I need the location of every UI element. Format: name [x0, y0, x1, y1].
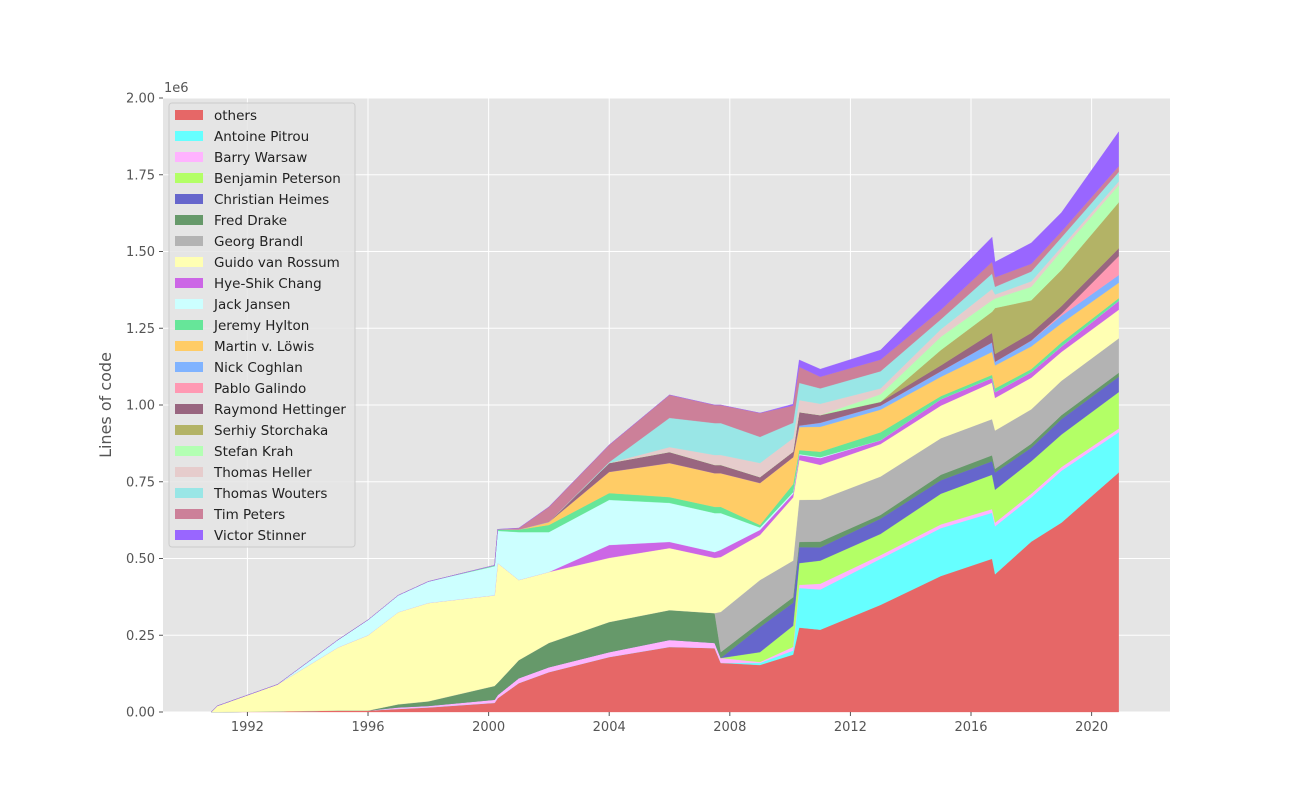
y-tick-label: 0.50 [126, 552, 155, 567]
legend-label: Stefan Krah [214, 444, 293, 460]
legend-entry: Nick Coghlan [175, 360, 303, 376]
legend-entry: Stefan Krah [175, 444, 293, 460]
legend-entry: Antoine Pitrou [175, 129, 309, 145]
y-tick-label: 1.25 [126, 322, 155, 337]
legend-label: Christian Heimes [214, 192, 329, 208]
legend-swatch [175, 446, 203, 456]
legend-swatch [175, 152, 203, 162]
legend-label: Nick Coghlan [214, 360, 303, 376]
x-axis: 1992 1996 2000 2004 2008 2012 2016 2020 [231, 712, 1108, 735]
legend-swatch [175, 383, 203, 393]
legend-label: Georg Brandl [214, 234, 303, 250]
area-victor-stinner [211, 131, 1119, 713]
y-tick-label: 1.00 [126, 399, 155, 414]
legend-swatch [175, 110, 203, 120]
y-tick-label: 1.75 [126, 168, 155, 183]
legend-label: Martin v. Löwis [214, 339, 314, 355]
legend-label: Tim Peters [213, 507, 285, 523]
legend-entry: Jeremy Hylton [175, 318, 309, 334]
legend-swatch [175, 131, 203, 141]
legend-box [168, 102, 356, 548]
legend-swatch [175, 173, 203, 183]
legend-label: Jack Jansen [213, 297, 291, 313]
y-axis: 0.00 0.25 0.50 0.75 1.00 1.25 1.50 1.75 2.00 [126, 92, 163, 721]
legend-entry: Victor Stinner [175, 528, 307, 544]
legend-swatch [175, 404, 203, 414]
legend-entry: Benjamin Peterson [175, 171, 341, 187]
legend-entry: Hye-Shik Chang [175, 276, 322, 292]
x-tick-label: 2000 [472, 720, 505, 735]
legend-label: Pablo Galindo [214, 381, 306, 397]
x-tick-label: 2020 [1075, 720, 1108, 735]
legend-label: Jeremy Hylton [213, 318, 309, 334]
legend-swatch [175, 362, 203, 372]
y-tick-label: 2.00 [126, 92, 155, 107]
legend-label: Victor Stinner [214, 528, 307, 544]
legend-swatch [175, 425, 203, 435]
legend-entry: Fred Drake [175, 213, 287, 229]
legend-entry: Thomas Wouters [175, 486, 327, 502]
legend-entry: Guido van Rossum [175, 255, 340, 271]
y-axis-label: Lines of code [96, 352, 115, 458]
legend-label: Benjamin Peterson [214, 171, 341, 187]
x-tick-label: 1992 [231, 720, 264, 735]
legend-swatch [175, 257, 203, 267]
legend-swatch [175, 530, 203, 540]
legend-swatch [175, 215, 203, 225]
legend-entry: Martin v. Löwis [175, 339, 314, 355]
legend-entry: Georg Brandl [175, 234, 303, 250]
legend-label: Fred Drake [214, 213, 287, 229]
legend-swatch [175, 341, 203, 351]
x-tick-label: 2016 [954, 720, 987, 735]
y-tick-label: 0.25 [126, 629, 155, 644]
legend-label: Raymond Hettinger [214, 402, 346, 418]
y-tick-label: 0.00 [126, 706, 155, 721]
legend-label: Antoine Pitrou [214, 129, 309, 145]
legend-swatch [175, 509, 203, 519]
y-tick-label: 0.75 [126, 475, 155, 490]
x-tick-label: 2004 [593, 720, 626, 735]
legend-entry: others [175, 108, 257, 124]
area-series [210, 131, 1119, 713]
legend-entry: Serhiy Storchaka [175, 423, 328, 439]
legend-swatch [175, 320, 203, 330]
y-tick-label: 1.50 [126, 245, 155, 260]
legend-entry: Jack Jansen [175, 297, 291, 313]
x-tick-label: 1996 [351, 720, 384, 735]
x-tick-label: 2012 [834, 720, 867, 735]
legend-label: Guido van Rossum [214, 255, 340, 271]
legend-swatch [175, 278, 203, 288]
legend-label: Hye-Shik Chang [214, 276, 322, 292]
legend-entry: Raymond Hettinger [175, 402, 346, 418]
legend-label: others [214, 108, 257, 124]
legend-entry: Barry Warsaw [175, 150, 307, 166]
legend-entry: Tim Peters [175, 507, 285, 523]
legend-label: Thomas Wouters [213, 486, 327, 502]
legend-swatch [175, 467, 203, 477]
legend-entry: Pablo Galindo [175, 381, 306, 397]
legend-entry: Christian Heimes [175, 192, 329, 208]
legend-entry: Thomas Heller [175, 465, 312, 481]
legend-label: Thomas Heller [213, 465, 312, 481]
legend-label: Serhiy Storchaka [214, 423, 328, 439]
y-offset-label: 1e6 [164, 81, 189, 96]
legend-swatch [175, 236, 203, 246]
legend-swatch [175, 194, 203, 204]
legend-label: Barry Warsaw [214, 150, 307, 166]
x-tick-label: 2008 [713, 720, 746, 735]
legend-swatch [175, 488, 203, 498]
legend-swatch [175, 299, 203, 309]
legend: others Antoine Pitrou Barry Warsaw Benjamin… [168, 102, 356, 548]
